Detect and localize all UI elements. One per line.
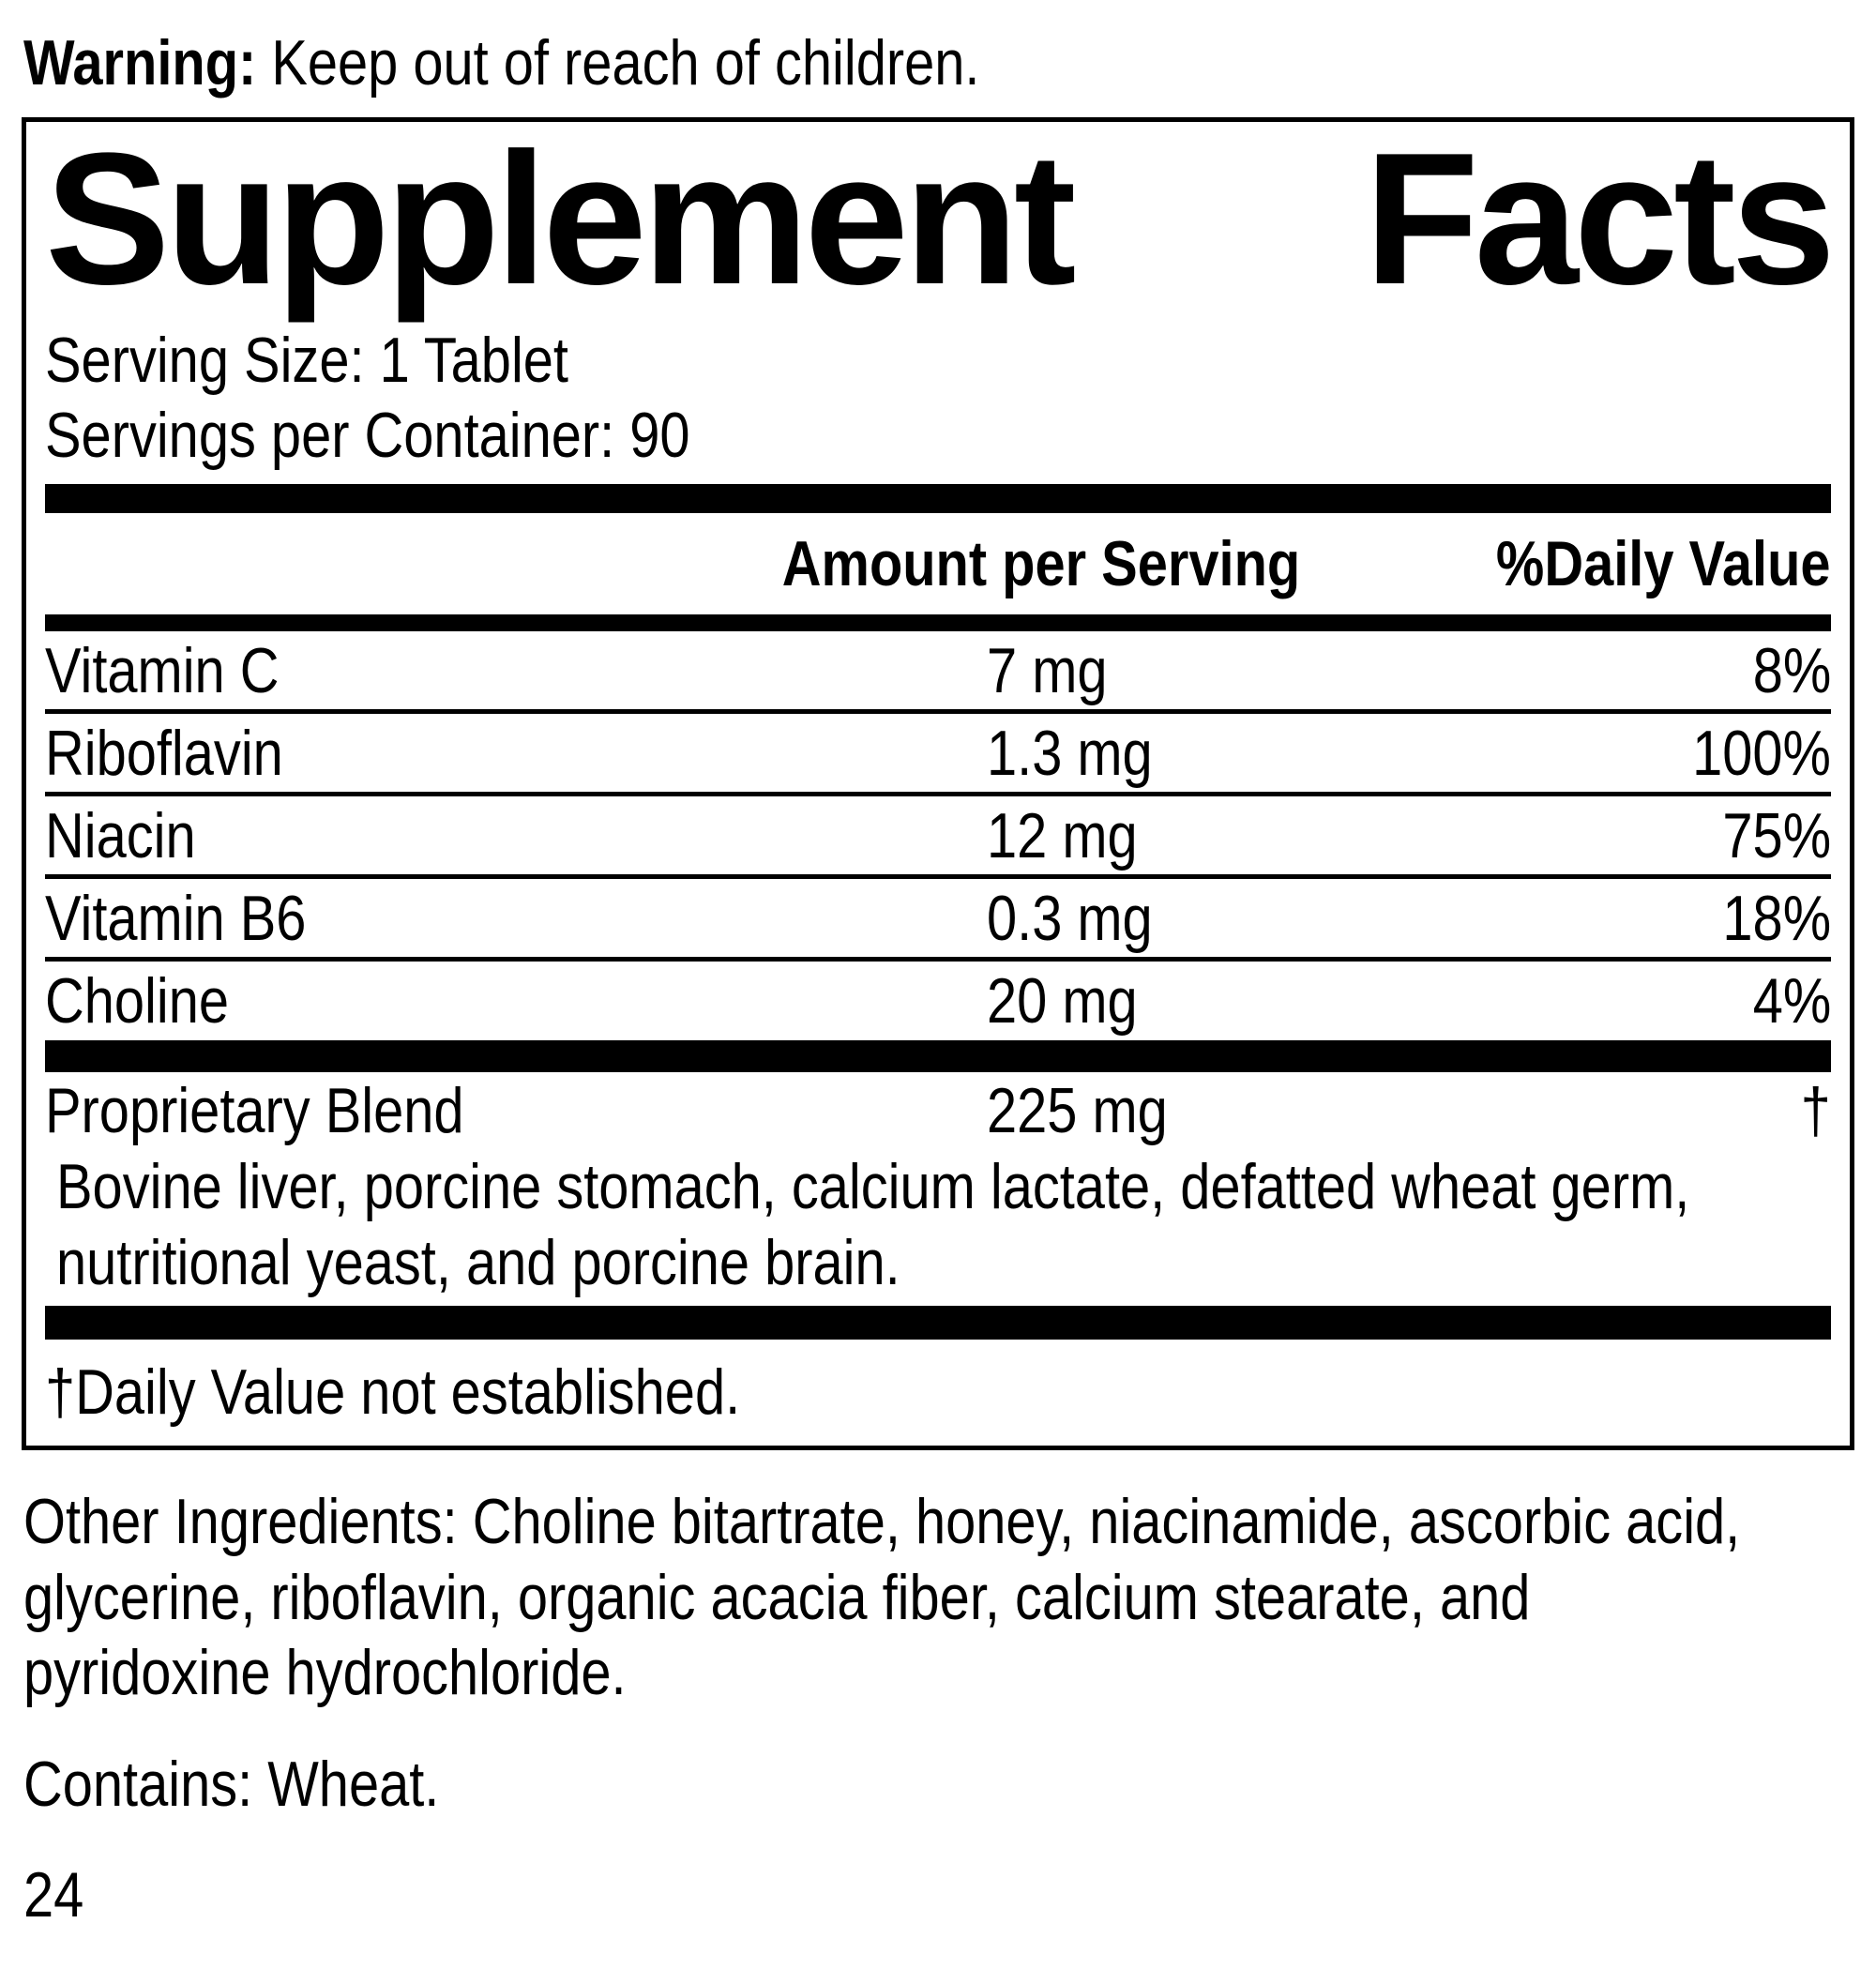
page-number-text: 24: [23, 1859, 84, 1931]
column-header-amount: Amount per Serving: [781, 528, 1301, 600]
table-header-row: Amount per Serving %Daily Value: [45, 513, 1831, 614]
nutrient-name: Choline: [45, 965, 230, 1037]
nutrient-amount: 20 mg: [987, 965, 1138, 1037]
blend-dagger: †: [1800, 1075, 1831, 1147]
blend-description: Bovine liver, porcine stomach, calcium l…: [56, 1151, 1690, 1298]
nutrient-daily-value: 18%: [1722, 882, 1831, 954]
nutrient-name: Niacin: [45, 799, 196, 871]
nutrient-amount: 12 mg: [987, 799, 1138, 871]
servings-per-container-line: Servings per Container: 90: [45, 398, 1831, 473]
nutrient-rows: Vitamin C 7 mg 8% Riboflavin 1.3 mg 100%…: [45, 631, 1831, 1040]
blend-name: Proprietary Blend: [45, 1075, 464, 1147]
warning-text: Keep out of reach of children.: [256, 27, 980, 98]
other-ingredients: Other Ingredients: Choline bitartrate, h…: [23, 1486, 1741, 1708]
nutrient-name: Vitamin C: [45, 634, 280, 706]
nutrient-daily-value: 4%: [1752, 965, 1831, 1037]
table-row: Niacin 12 mg 75%: [45, 796, 1831, 880]
panel-title: Supplement Facts: [45, 114, 1836, 324]
panel-title-word-facts: Facts: [1364, 114, 1836, 324]
table-row: Vitamin B6 0.3 mg 18%: [45, 879, 1831, 962]
divider-thick-bottom: [45, 1305, 1831, 1340]
serving-size-text: Serving Size: 1 Tablet: [45, 324, 568, 396]
daily-value-footnote-text: †Daily Value not established.: [45, 1355, 741, 1428]
nutrient-amount: 1.3 mg: [987, 717, 1153, 789]
warning-line-text: Warning: Keep out of reach of children.: [23, 24, 979, 102]
divider-thick-top: [45, 484, 1831, 514]
contains-text: Contains: Wheat.: [23, 1749, 440, 1821]
nutrient-daily-value: 75%: [1722, 799, 1831, 871]
warning-label: Warning:: [23, 27, 257, 98]
nutrient-name: Vitamin B6: [45, 882, 307, 954]
blend-amount: 225 mg: [987, 1075, 1168, 1147]
servings-per-container-text: Servings per Container: 90: [45, 400, 690, 472]
nutrient-daily-value: 100%: [1692, 717, 1831, 789]
divider-thick-mid: [45, 1040, 1831, 1073]
panel-title-word-supplement: Supplement: [45, 114, 1077, 324]
table-row: Riboflavin 1.3 mg 100%: [45, 714, 1831, 797]
daily-value-footnote: †Daily Value not established.: [45, 1340, 1831, 1446]
nutrient-amount: 7 mg: [987, 634, 1108, 706]
table-row: Choline 20 mg 4%: [45, 962, 1831, 1040]
divider-header: [45, 614, 1831, 632]
contains-statement: Contains: Wheat.: [23, 1748, 1876, 1821]
nutrient-name: Riboflavin: [45, 717, 283, 789]
nutrient-amount: 0.3 mg: [987, 882, 1153, 954]
table-row: Vitamin C 7 mg 8%: [45, 631, 1831, 715]
warning-line: Warning: Keep out of reach of children.: [23, 24, 1876, 102]
supplement-facts-panel: Supplement Facts Serving Size: 1 Tablet …: [22, 114, 1854, 1451]
serving-info: Serving Size: 1 Tablet Servings per Cont…: [45, 323, 1831, 473]
column-header-daily-value: %Daily Value: [1496, 528, 1831, 600]
proprietary-blend-row: Proprietary Blend 225 mg †: [45, 1072, 1831, 1149]
serving-size-line: Serving Size: 1 Tablet: [45, 323, 1831, 398]
nutrient-daily-value: 8%: [1752, 634, 1831, 706]
page-number: 24: [23, 1858, 1876, 1931]
